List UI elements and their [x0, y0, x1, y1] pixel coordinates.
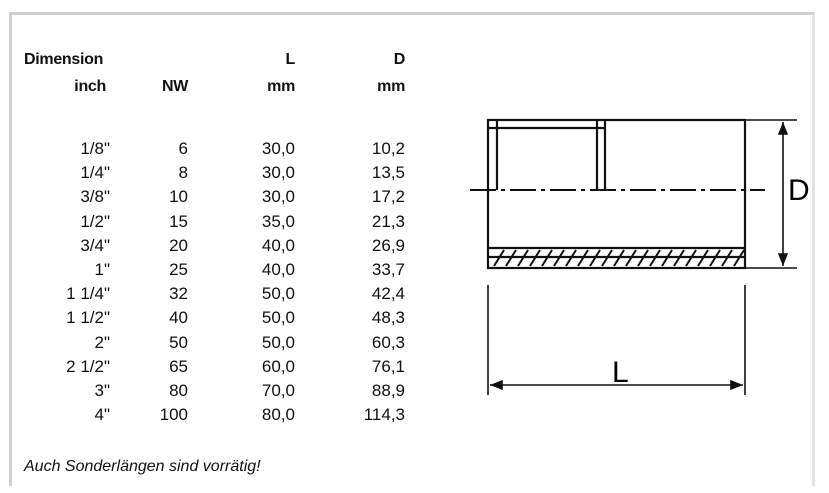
table-cell: 10 — [169, 187, 188, 207]
hatch-line — [649, 249, 661, 267]
hatch-line — [733, 249, 745, 267]
hatch-line — [589, 249, 601, 267]
footnote: Auch Sonderlängen sind vorrätig! — [24, 458, 261, 475]
hatch-line — [505, 249, 517, 267]
table-cell: 6 — [178, 139, 188, 158]
table-cell: 3" — [94, 381, 111, 400]
table-cell: 1/8" — [80, 139, 110, 158]
table-cell: 33,7 — [371, 260, 405, 279]
table-cell: 88,9 — [371, 381, 405, 400]
table-cell: 50 — [169, 332, 188, 352]
table-cell: 1 1/4" — [66, 284, 110, 304]
table-cell: 13,5 — [371, 163, 405, 183]
hatch-line — [721, 249, 733, 267]
table-cell: 10,2 — [371, 139, 405, 158]
hatch-line — [565, 249, 577, 267]
table-cell: 35,0 — [261, 211, 295, 231]
table-cell: 30,0 — [261, 163, 295, 183]
table-cell: 1" — [94, 260, 111, 279]
header-cell: NW — [161, 78, 188, 95]
hatch-line — [601, 249, 613, 267]
table-cell: 21,3 — [371, 211, 405, 231]
header-cell: Dimension — [24, 51, 104, 68]
table-cell: 30,0 — [261, 187, 295, 207]
table-cell: 4" — [94, 405, 111, 425]
table-cell: 15 — [169, 211, 188, 231]
header-cell: L — [285, 51, 296, 68]
table-cell: 20 — [169, 235, 188, 255]
table-cell: 1/4" — [80, 163, 110, 183]
hatch-line — [553, 249, 565, 267]
table-cell: 50,0 — [261, 332, 295, 352]
table-cell: 25 — [169, 260, 188, 279]
table-cell: 8 — [178, 163, 188, 183]
hatch-line — [493, 249, 505, 267]
table-cell: 60,0 — [261, 356, 295, 376]
table-cell: 2" — [94, 332, 111, 352]
hatch-line — [517, 249, 529, 267]
table-cell: 40,0 — [261, 260, 295, 279]
table-cell: 1 1/2" — [66, 308, 110, 328]
hatch-line — [697, 249, 709, 267]
table-cell: 3/4" — [80, 235, 110, 255]
table-cell: 100 — [159, 405, 188, 425]
hatch-line — [529, 249, 541, 267]
header-cell: inch — [74, 78, 106, 95]
table-cell: 26,9 — [371, 235, 405, 255]
table-cell: 70,0 — [261, 381, 295, 400]
hatch-line — [709, 249, 721, 267]
table-cell: 65 — [169, 356, 188, 376]
table-cell: 48,3 — [371, 308, 405, 328]
table-cell: 114,3 — [363, 405, 405, 425]
frame — [9, 12, 815, 486]
table-cell: 30,0 — [261, 139, 295, 158]
table-cell: 40 — [169, 308, 188, 328]
hatch-line — [673, 249, 685, 267]
hatch-line — [685, 249, 697, 267]
hatch-line — [577, 249, 589, 267]
table-cell: 80,0 — [261, 405, 295, 425]
table-cell: 76,1 — [371, 356, 405, 376]
hatch-line — [637, 249, 649, 267]
table-cell: 2 1/2" — [66, 356, 110, 376]
header-cell: mm — [377, 78, 405, 95]
hatch-line — [613, 249, 625, 267]
table-cell: 50,0 — [261, 284, 295, 304]
table-cell: 1/2" — [80, 211, 110, 231]
table-cell: 40,0 — [261, 235, 295, 255]
table-cell: 60,3 — [371, 332, 405, 352]
table-cell: 17,2 — [371, 187, 405, 207]
diameter-label: D — [788, 174, 810, 207]
table-cell: 50,0 — [261, 308, 295, 328]
hatch-line — [541, 249, 553, 267]
table-cell: 80 — [169, 381, 188, 400]
table-cell: 42,4 — [371, 284, 405, 304]
header-cell: mm — [267, 78, 295, 95]
hatch-line — [661, 249, 673, 267]
header-cell: D — [393, 51, 406, 68]
table-cell: 3/8" — [80, 187, 110, 207]
table-cell: 32 — [169, 284, 188, 304]
hatch-line — [625, 249, 637, 267]
length-label: L — [612, 356, 629, 389]
